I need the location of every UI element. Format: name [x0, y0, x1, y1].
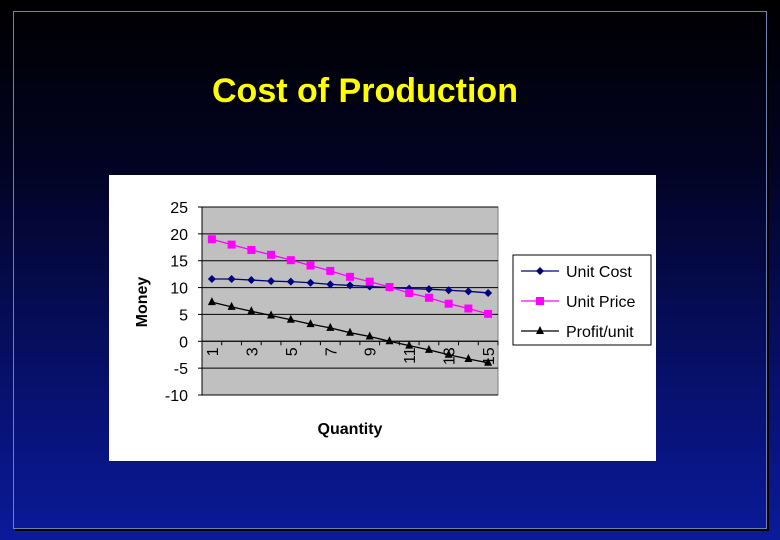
- plot-background: [201, 206, 499, 396]
- data-point: [464, 287, 473, 296]
- data-point: [385, 283, 394, 292]
- data-point: [227, 301, 236, 310]
- data-point: [346, 272, 354, 281]
- data-point: [227, 240, 236, 249]
- data-point: [207, 235, 216, 244]
- legend-marker: [536, 326, 544, 334]
- data-point: [306, 261, 315, 270]
- data-point: [207, 274, 216, 283]
- y-tick-label: 10: [170, 281, 188, 298]
- legend-label: Profit/unit: [566, 324, 634, 341]
- y-tick-label: 5: [179, 307, 188, 324]
- legend-item-unit-price: Unit Price: [521, 294, 635, 311]
- data-point: [346, 327, 354, 336]
- data-point: [405, 288, 414, 297]
- legend: Unit Cost Unit Price Profit/unit: [512, 254, 652, 346]
- data-point: [444, 349, 453, 358]
- series-unit-price: [207, 235, 493, 318]
- data-point: [464, 354, 473, 363]
- data-point: [484, 357, 493, 366]
- y-axis-title: Money: [134, 277, 151, 328]
- data-point: [405, 284, 414, 293]
- legend-label: Unit Cost: [566, 264, 632, 281]
- data-point: [267, 277, 276, 286]
- data-point: [286, 314, 295, 323]
- data-point: [346, 281, 354, 290]
- x-tick-label: 5: [284, 347, 301, 356]
- data-point: [444, 286, 453, 295]
- series-profit-unit: [207, 297, 493, 366]
- data-point: [424, 293, 433, 302]
- data-point: [365, 331, 374, 340]
- legend-label: Unit Price: [566, 294, 635, 311]
- slide-frame: [13, 11, 767, 529]
- legend-item-profit-unit: Profit/unit: [521, 324, 634, 341]
- data-point: [247, 276, 256, 285]
- legend-marker: [536, 267, 544, 275]
- y-tick-label: 15: [170, 254, 188, 271]
- plot-area: [201, 206, 499, 396]
- data-point: [286, 277, 295, 286]
- y-tick-label: -5: [174, 361, 188, 378]
- legend-item-unit-cost: Unit Cost: [521, 264, 632, 281]
- data-point: [247, 306, 256, 315]
- data-point: [207, 297, 216, 306]
- data-point: [424, 344, 433, 353]
- data-point: [326, 322, 335, 331]
- data-point: [326, 280, 335, 289]
- legend-marker: [536, 297, 544, 305]
- data-point: [365, 282, 374, 291]
- slide-title: Cost of Production: [212, 72, 518, 110]
- y-tick-label: 20: [170, 227, 188, 244]
- data-point: [424, 285, 433, 294]
- data-point: [405, 340, 414, 349]
- data-point: [247, 245, 256, 254]
- x-tick-label: 1: [205, 347, 222, 356]
- data-point: [385, 336, 394, 345]
- data-point: [267, 250, 276, 259]
- data-point: [306, 278, 315, 287]
- x-tick-label: 9: [363, 347, 380, 356]
- data-point: [484, 309, 493, 318]
- x-tick-label: 3: [244, 347, 261, 356]
- data-point: [365, 277, 374, 286]
- data-point: [444, 299, 453, 308]
- y-tick-label: 25: [170, 200, 188, 217]
- x-tick-label: 11: [402, 347, 419, 364]
- data-point: [464, 304, 473, 313]
- y-tick-label: 0: [179, 334, 188, 351]
- x-tick-label: 7: [323, 347, 340, 356]
- data-point: [326, 266, 335, 275]
- y-tick-label: -10: [165, 388, 188, 405]
- data-point: [306, 319, 315, 328]
- series-group: [207, 235, 493, 366]
- data-point: [484, 288, 493, 297]
- x-axis-title: Quantity: [318, 421, 383, 438]
- data-point: [286, 256, 295, 265]
- data-point: [227, 274, 236, 283]
- x-tick-label: 15: [481, 347, 498, 365]
- data-point: [267, 310, 276, 319]
